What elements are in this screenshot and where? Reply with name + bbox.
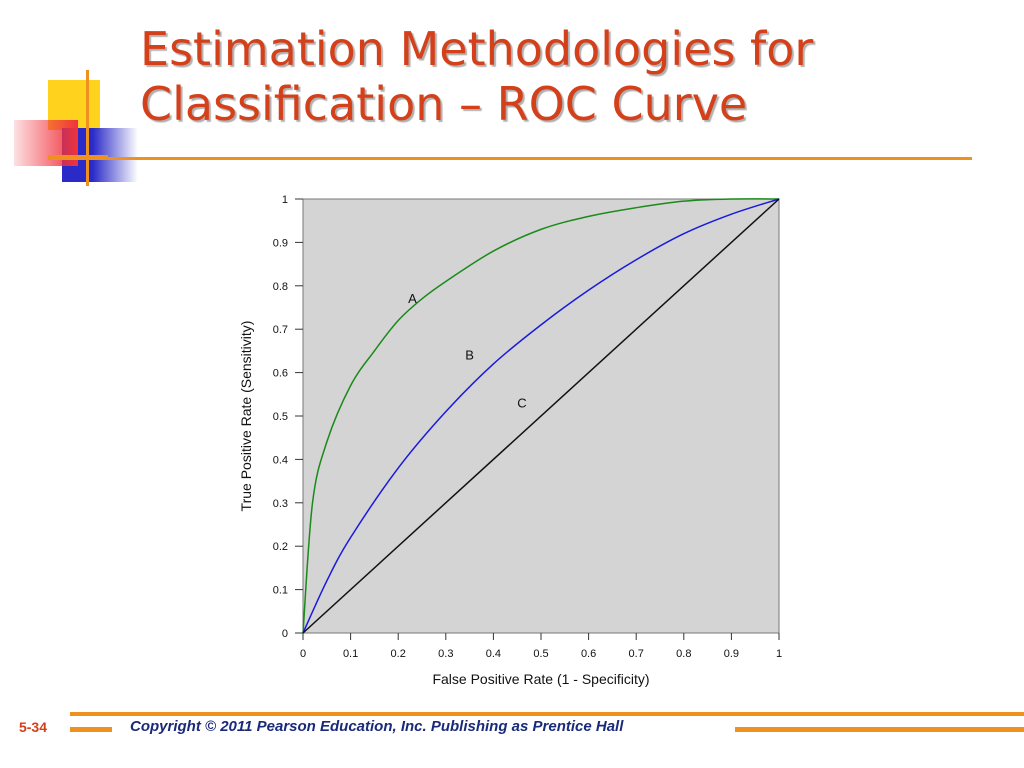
y-tick-label: 0.9 [273, 237, 288, 249]
axes: 0 0.1 0.2 0.3 0.4 0.5 0.6 0.7 0.8 0.9 1 0 0.1 0.2 0.3 0… [273, 194, 782, 660]
series-group: A B C [302, 198, 780, 634]
x-tick-label: 0.8 [676, 648, 691, 660]
y-tick-label: 0.1 [273, 585, 288, 597]
roc-curve-b [302, 198, 780, 634]
footer-bar-top [70, 712, 1024, 716]
copyright-notice: Copyright © 2011 Pearson Education, Inc.… [130, 718, 624, 735]
y-tick-label: 0.2 [273, 541, 288, 553]
y-tick-label: 0 [282, 628, 288, 640]
title-line-1: Estimation Methodologies for [140, 22, 814, 76]
curve-label-a: A [408, 291, 417, 306]
y-tick-label: 0.8 [273, 281, 288, 293]
y-axis-label: True Positive Rate (Sensitivity) [238, 321, 254, 512]
deco-orange-vertical-line [86, 70, 89, 186]
x-tick-label: 0.4 [486, 648, 501, 660]
y-tick-label: 0.4 [273, 454, 288, 466]
y-tick-label: 0.5 [273, 411, 288, 423]
footer-bar-left [70, 727, 112, 732]
y-tick-label: 0.7 [273, 324, 288, 336]
x-axis-label: False Positive Rate (1 - Specificity) [432, 671, 649, 687]
x-tick-label: 0.1 [343, 648, 358, 660]
title-underline [48, 157, 972, 160]
slide-number: 5-34 [18, 719, 48, 735]
roc-curve-a [302, 198, 780, 634]
y-tick-label: 0.3 [273, 498, 288, 510]
x-tick-label: 0.9 [724, 648, 739, 660]
y-tick-label: 1 [282, 194, 288, 206]
x-tick-label: 0.6 [581, 648, 596, 660]
x-tick-label: 0.3 [438, 648, 453, 660]
roc-chart: 0 0.1 0.2 0.3 0.4 0.5 0.6 0.7 0.8 0.9 1 0 0.1 0.2 0.3 0… [238, 194, 782, 687]
roc-curve-c [302, 198, 780, 634]
slide-title: Estimation Methodologies for Classificat… [140, 22, 1000, 132]
y-tick-label: 0.6 [273, 368, 288, 380]
deco-orange-horizontal-line [48, 155, 108, 158]
x-tick-label: 0 [300, 648, 306, 660]
x-tick-label: 0.2 [391, 648, 406, 660]
curve-label-c: C [517, 395, 526, 410]
x-tick-label: 1 [776, 648, 782, 660]
x-tick-label: 0.5 [533, 648, 548, 660]
curve-label-b: B [465, 348, 474, 363]
footer-bar-right [735, 727, 1024, 732]
title-line-2: Classification – ROC Curve [140, 77, 748, 131]
x-tick-label: 0.7 [629, 648, 644, 660]
